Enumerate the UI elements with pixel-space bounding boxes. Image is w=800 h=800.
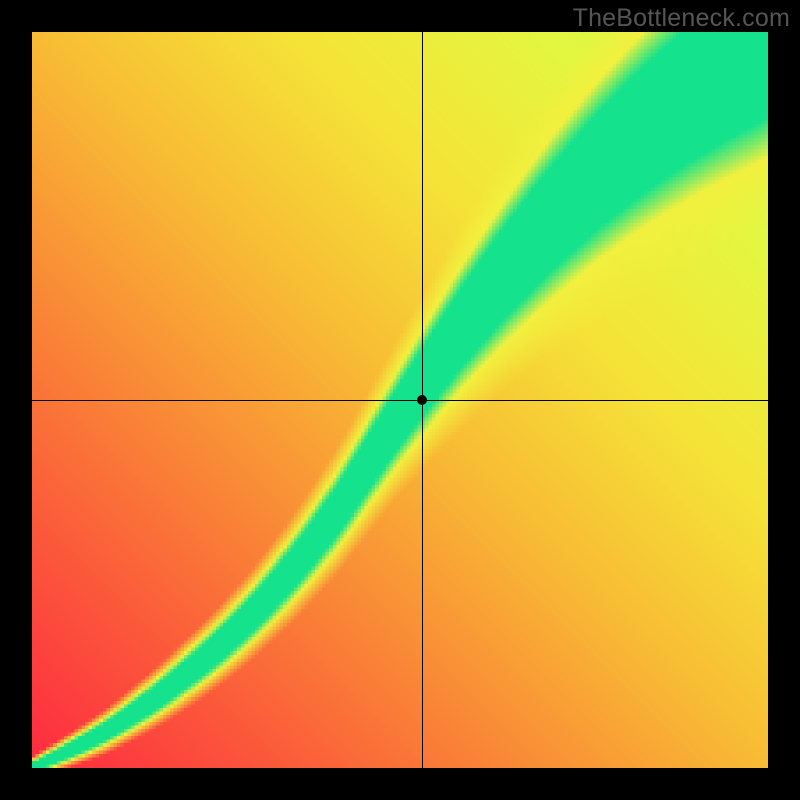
crosshair-horizontal	[32, 400, 768, 401]
site-watermark: TheBottleneck.com	[0, 4, 790, 33]
chart-stage: TheBottleneck.com	[0, 0, 800, 800]
